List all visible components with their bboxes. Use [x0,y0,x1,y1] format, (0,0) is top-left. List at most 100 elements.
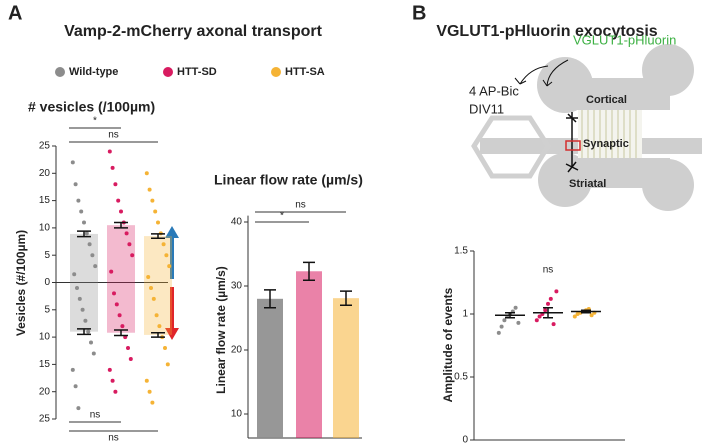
bar [257,298,283,438]
data-point [93,264,98,269]
significance-label: ns [90,410,101,421]
data-point [167,264,172,269]
data-point [120,324,125,329]
error-bar [505,311,515,319]
data-point [109,269,114,274]
data-point [76,406,81,411]
arrow [542,59,569,87]
data-point [80,307,85,312]
data-point [516,320,521,325]
y-tick-label: 1 [462,309,468,320]
data-point [77,296,82,301]
y-tick-label: 10 [39,332,51,343]
y-tick-label: 0 [44,277,50,288]
data-point [496,330,501,335]
data-point [84,231,89,236]
data-point [499,324,504,329]
bar [144,236,172,283]
y-tick-label: 20 [39,386,51,397]
data-point [144,378,149,383]
hexagon [471,115,551,179]
error-bar [340,290,352,306]
data-point [110,378,115,383]
data-point [114,302,119,307]
panel-title: Vamp-2-mCherry axonal transport [64,23,323,40]
data-point [534,318,539,323]
panel-letter: A [8,2,22,24]
data-point [156,220,160,225]
data-point [543,308,548,313]
data-point [130,253,135,258]
data-point [90,253,95,258]
data-point [163,346,167,351]
error-bar [581,309,591,314]
y-tick-label: 25 [39,414,51,425]
data-point [107,367,112,372]
data-point [87,242,92,247]
panel-title: VGLUT1-pHluorin exocytosis [436,23,657,40]
data-point [154,313,159,318]
y-tick-label: 40 [231,217,243,228]
y-axis-label: Amplitude of events [441,287,455,402]
data-point [79,209,84,214]
stimulus-label: DIV11 [469,101,504,116]
bar [296,271,322,438]
chart-title: # vesicles (/100µm) [28,99,155,115]
y-axis-label: Linear flow rate (µm/s) [214,266,228,394]
significance-label: * [93,116,97,127]
data-point [589,313,594,318]
data-point [117,313,122,318]
data-point [165,362,170,367]
y-tick-label: 5 [44,304,50,315]
data-point [126,346,130,351]
data-point [86,329,91,334]
legend-swatch [271,67,281,77]
data-point [546,301,550,306]
chamber-label: Striatal [569,178,606,190]
data-point [110,165,115,170]
data-point [107,149,112,154]
y-tick-label: 1.5 [454,246,468,257]
y-tick-label: 15 [39,359,51,370]
chamber [565,78,670,110]
data-point [513,305,518,310]
significance-label: ns [543,265,554,276]
data-point [147,389,152,394]
data-point [73,384,78,389]
data-point [72,272,77,277]
data-point [551,322,556,327]
data-point [82,220,86,225]
error-bar [77,328,91,336]
y-tick-label: 5 [44,250,50,261]
y-tick-label: 15 [39,195,51,206]
y-tick-label: 20 [231,345,243,356]
panel-letter: B [412,2,426,24]
error-bar [114,329,128,337]
data-point [164,253,169,258]
y-axis-label: Vesicles (#/100µm) [14,230,28,336]
legend-swatch [163,67,173,77]
data-point [91,351,96,356]
microchannels [578,110,642,158]
data-point [548,296,553,301]
bar [107,282,135,333]
data-point [70,160,75,165]
error-bar [303,261,315,281]
stimulus-label: 4 AP-Bic [469,83,519,98]
bar [70,282,98,332]
significance-label: ns [295,200,306,211]
microchannel-lines [581,110,637,158]
data-point [127,242,132,247]
error-bar [543,306,553,319]
y-tick-label: 25 [39,141,51,152]
data-point [502,318,507,323]
data-point [149,285,153,290]
y-tick-label: 10 [39,223,51,234]
y-tick-label: 0.5 [454,372,468,383]
data-point [537,314,542,319]
data-point [89,340,93,345]
reporter-label: VGLUT1-pHluorin [573,32,676,47]
neurons [565,112,579,173]
data-point [150,198,155,203]
